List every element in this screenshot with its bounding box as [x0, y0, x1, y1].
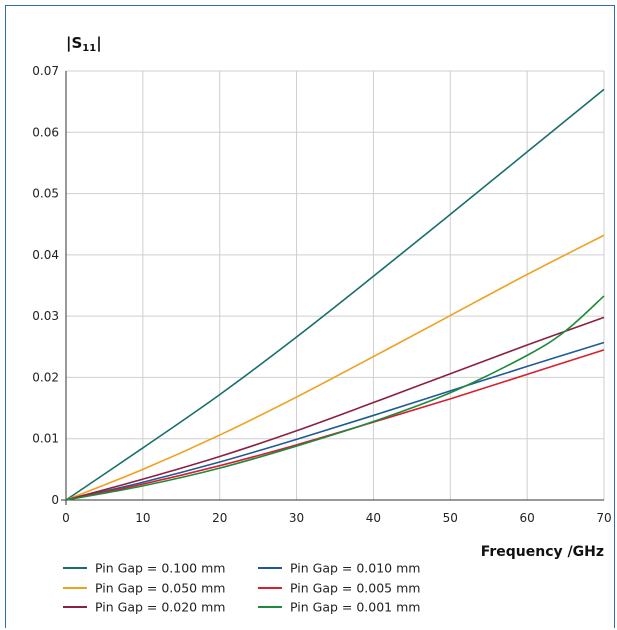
x-tick-labels: 0 10 20 30 40 50 60 70	[62, 511, 611, 525]
x-tick-label: 50	[443, 511, 458, 525]
y-tick-label: 0	[51, 493, 59, 507]
grid-lines	[66, 70, 605, 500]
y-axis-label: |S11|	[66, 34, 102, 54]
series-line-2	[65, 341, 605, 501]
legend-label: Pin Gap = 0.010 mm	[290, 561, 420, 576]
x-tick-label: 70	[596, 511, 611, 525]
y-tick-label: 0.02	[32, 370, 59, 384]
legend: Pin Gap = 0.100 mm Pin Gap = 0.010 mm Pin …	[63, 561, 420, 615]
series-line-6	[65, 295, 605, 501]
y-tick-label: 0.05	[32, 187, 59, 201]
y-tick-label: 0.04	[32, 248, 59, 262]
x-tick-label: 10	[135, 511, 150, 525]
x-tick-label: 30	[289, 511, 304, 525]
x-axis-label: Frequency /GHz	[481, 544, 604, 560]
legend-label: Pin Gap = 0.005 mm	[290, 581, 420, 596]
series-line-5	[65, 316, 605, 501]
legend-label: Pin Gap = 0.020 mm	[95, 600, 225, 615]
series-line-3	[65, 234, 605, 501]
legend-label: Pin Gap = 0.001 mm	[290, 600, 420, 615]
legend-item-4: Pin Gap = 0.005 mm	[258, 581, 420, 596]
y-tick-label: 0.01	[32, 432, 59, 446]
chart-frame	[5, 5, 615, 628]
legend-label: Pin Gap = 0.100 mm	[95, 561, 225, 576]
legend-item-2: Pin Gap = 0.010 mm	[258, 561, 420, 576]
series-lines	[65, 88, 605, 501]
y-tick-label: 0.03	[32, 309, 59, 323]
x-tick-label: 40	[366, 511, 381, 525]
legend-item-3: Pin Gap = 0.050 mm	[63, 581, 225, 596]
x-tick-label: 60	[520, 511, 535, 525]
legend-item-6: Pin Gap = 0.001 mm	[258, 600, 420, 615]
x-tick-label: 20	[212, 511, 227, 525]
legend-item-1: Pin Gap = 0.100 mm	[63, 561, 225, 576]
axes	[61, 71, 604, 505]
legend-label: Pin Gap = 0.050 mm	[95, 581, 225, 596]
y-tick-label: 0.06	[32, 125, 59, 139]
x-tick-label: 0	[62, 511, 70, 525]
series-line-1	[65, 88, 605, 501]
legend-item-5: Pin Gap = 0.020 mm	[63, 600, 225, 615]
y-tick-label: 0.07	[32, 64, 59, 78]
y-tick-labels: 0 0.01 0.02 0.03 0.04 0.05 0.06 0.07	[32, 64, 59, 507]
